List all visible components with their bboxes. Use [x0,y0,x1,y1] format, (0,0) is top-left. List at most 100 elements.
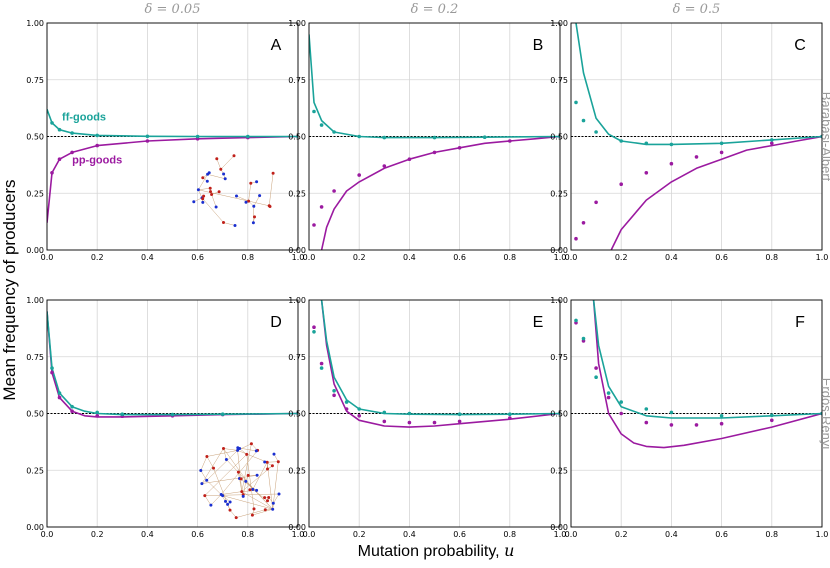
pp-goods-point [432,150,437,155]
ff-goods-point [319,123,324,127]
network-node [209,190,212,194]
network-edge [223,448,227,460]
ff-goods-point [619,139,623,143]
y-tick-label: 0.00 [550,246,568,255]
ff-goods-point [770,138,774,142]
network-node [245,452,249,456]
ff-goods-point [70,131,74,135]
network-edge [272,461,279,510]
ff-goods-point [357,134,362,139]
pp-goods-point [50,171,54,175]
ff-goods-point [508,412,512,417]
network-node [272,452,276,456]
ff-goods-point [719,141,724,146]
network-node [244,200,248,204]
network-node [201,176,205,180]
pp-goods-point [581,221,586,225]
network-node [252,204,256,208]
network-edge [246,454,255,509]
network-edge [248,183,252,202]
network-edge [204,495,212,506]
pp-goods-point [332,393,336,398]
pp-goods-point [770,418,774,423]
series-group [47,109,298,223]
network-node [266,499,269,503]
network-node [221,494,225,498]
network-node [192,200,196,204]
pp-goods-point [574,236,578,241]
ff-goods-point [145,134,150,139]
x-tick-label: 0.2 [615,253,628,262]
series-group [574,23,822,250]
panel-B: 0.0 0.2 0.4 0.6 0.8 1.00.000.250.500.751.00B [288,19,566,262]
y-tick-label: 1.00 [26,19,44,28]
network-node [271,171,275,175]
x-tick-label: 0.2 [91,253,104,262]
row-label: Erdős-Rényi [819,378,830,450]
x-tick-label: 1.0 [816,253,829,262]
network-node [208,186,212,190]
pp-goods-label: pp-goods [72,155,122,167]
network-node [224,458,228,461]
ff-goods-point [574,318,578,323]
y-tick-label: 0.75 [288,353,306,362]
network-node [222,221,225,224]
network-edge [268,173,274,206]
x-tick-label: 0.6 [453,530,466,539]
pp-goods-line [610,135,822,250]
network-node [215,157,219,161]
network-node [214,205,218,209]
series-group [309,34,560,250]
network-node [222,172,226,176]
x-tick-label: 0.0 [41,253,54,262]
panel-letter: D [270,314,282,331]
axes-frame [46,299,299,528]
pp-goods-point [95,414,99,418]
ff-goods-point [644,141,649,146]
x-tick-label: 1.0 [554,253,567,262]
network-edge [229,509,237,518]
pp-goods-line [47,311,298,418]
network-node [224,499,227,503]
series-group [312,300,560,428]
y-tick-label: 0.75 [26,76,44,85]
y-tick-label: 0.75 [26,353,44,362]
network-edge [253,195,260,207]
ff-goods-point [332,389,336,393]
network-edge [226,459,273,510]
ff-goods-point [95,410,99,415]
pp-goods-point [312,325,316,330]
network-node [226,502,230,506]
ff-goods-line [592,300,822,419]
ff-goods-point [319,366,324,370]
y-tick-label: 0.25 [550,189,568,198]
series-group [47,311,298,419]
network-node [252,507,256,511]
x-tick-label: 0.0 [565,253,578,262]
network-node [202,194,206,198]
ff-goods-point [581,118,586,123]
panel-letter: C [794,37,806,54]
y-tick-label: 0.25 [288,189,306,198]
network-node [201,197,205,201]
ff-goods-point [770,413,774,418]
network-node [240,490,244,494]
x-tick-label: 0.6 [191,253,204,262]
axes-frame [46,22,299,251]
network-node [268,205,272,208]
pp-goods-line [592,300,822,449]
pp-goods-point [70,150,74,155]
network-edge [201,197,224,223]
ff-goods-point [382,410,387,415]
x-tick-label: 1.0 [292,253,305,262]
network-node [253,215,256,219]
ff-goods-point [246,134,250,139]
row-label: Barabási-Albert [819,92,830,182]
x-tick-label: 0.6 [191,530,204,539]
y-tick-label: 0.50 [26,410,44,419]
x-tick-label: 1.0 [816,530,829,539]
y-tick-label: 0.75 [550,353,568,362]
network-edge [206,450,238,457]
network-edge [248,200,270,207]
network-edge [206,448,240,481]
